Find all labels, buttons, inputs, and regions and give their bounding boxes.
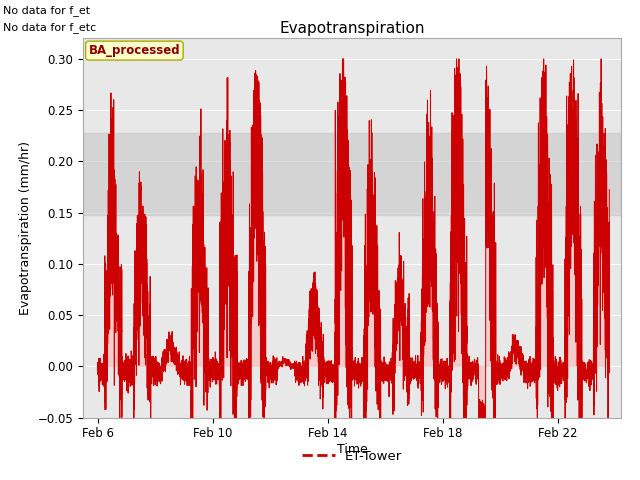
Text: BA_processed: BA_processed [88,44,180,57]
Bar [83,132,621,215]
Y-axis label: Evapotranspiration (mm/hr): Evapotranspiration (mm/hr) [19,141,32,315]
X-axis label: Time: Time [337,443,367,456]
Legend: ET-Tower: ET-Tower [296,444,408,468]
Text: No data for f_etc: No data for f_etc [3,22,97,33]
Text: No data for f_et: No data for f_et [3,5,90,16]
Title: Evapotranspiration: Evapotranspiration [279,21,425,36]
